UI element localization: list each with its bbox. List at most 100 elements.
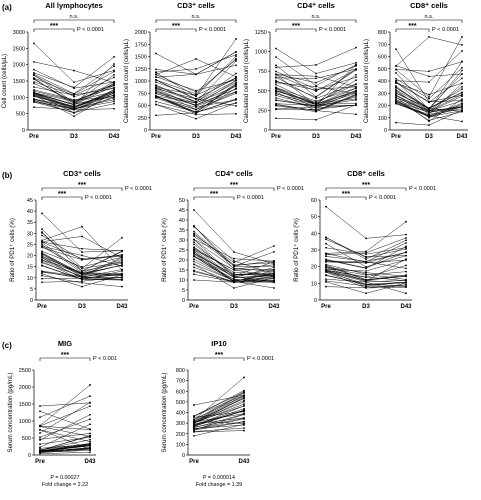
data-point [89, 438, 91, 441]
data-point [81, 225, 83, 228]
y-tick-label: 500 [258, 89, 267, 95]
data-point [275, 107, 277, 110]
data-point [365, 270, 367, 272]
data-point [81, 280, 83, 283]
y-tick-label: 10 [179, 278, 185, 284]
data-point [405, 251, 407, 254]
significance-bracket [193, 357, 245, 361]
data-point [355, 79, 357, 82]
data-point [275, 64, 277, 67]
data-point [395, 48, 397, 51]
data-point [39, 432, 41, 434]
data-point [275, 79, 277, 82]
data-point [461, 104, 463, 107]
y-tick-label: 300 [378, 91, 387, 97]
p-value-label: P < 0.0001 [237, 195, 264, 201]
data-point [193, 279, 195, 281]
data-point [325, 285, 327, 288]
data-point [325, 242, 327, 245]
data-point [233, 271, 235, 274]
y-axis-label: Serum concentration (pg/mL) [161, 372, 168, 452]
subject-line [193, 395, 245, 422]
data-point [275, 117, 277, 120]
subject-line [193, 394, 245, 417]
data-point [275, 66, 277, 69]
x-tick-label: D43 [230, 134, 242, 140]
data-point [155, 89, 157, 92]
y-tick-label: 500 [138, 104, 147, 110]
data-point [195, 97, 197, 100]
data-point [235, 50, 237, 53]
subject-line [193, 417, 245, 425]
data-point [195, 112, 197, 115]
data-point [275, 94, 277, 97]
data-point [155, 114, 157, 117]
data-point [113, 76, 115, 79]
y-tick-label: 400 [176, 411, 185, 417]
data-point [405, 246, 407, 249]
subject-line [193, 413, 245, 423]
data-point [395, 98, 397, 101]
footnote-line: P = 0.00027 [50, 475, 79, 481]
data-point [81, 278, 83, 281]
data-point [89, 428, 91, 431]
subject-line [193, 427, 245, 432]
y-tick-label: 0 [30, 298, 33, 304]
x-tick-label: D43 [268, 304, 280, 310]
y-axis-label: Ratio of PD1⁺ cells (%) [161, 218, 168, 282]
data-point [395, 121, 397, 124]
subject-line [193, 430, 245, 433]
subject-line [193, 395, 245, 420]
x-tick-label: Pre [321, 304, 331, 310]
data-point [315, 75, 317, 78]
data-point [193, 241, 195, 244]
data-point [461, 44, 463, 46]
y-tick-label: 20 [311, 265, 317, 271]
significance-stars: *** [172, 23, 180, 30]
data-point [39, 438, 41, 441]
data-point [121, 249, 123, 252]
data-point [113, 73, 115, 76]
significance-bracket [39, 357, 91, 361]
data-point [121, 258, 123, 261]
y-tick-label: 2500 [19, 368, 31, 374]
data-point [325, 236, 327, 239]
data-point [461, 120, 463, 123]
panel-label-a: (a) [2, 3, 12, 12]
subject-line [39, 443, 91, 451]
data-point [461, 91, 463, 94]
data-point [89, 384, 91, 386]
data-point [113, 65, 115, 67]
data-point [193, 269, 195, 272]
data-point [365, 261, 367, 263]
x-tick-label: Pre [271, 134, 281, 140]
data-point [193, 418, 195, 421]
data-point [461, 82, 463, 85]
y-tick-label: 50 [179, 198, 185, 204]
data-point [41, 234, 43, 237]
data-point [41, 251, 43, 254]
data-point [315, 97, 317, 100]
data-point [195, 108, 197, 111]
data-point [73, 104, 75, 107]
data-point [33, 106, 35, 109]
data-point [395, 77, 397, 80]
subject-line [39, 426, 91, 437]
y-axis-label: Ratio of PD1⁺ cells (%) [293, 218, 300, 282]
data-point [461, 60, 463, 63]
data-point [195, 91, 197, 93]
data-point [41, 264, 43, 267]
data-point [33, 60, 35, 63]
subject-line [395, 61, 463, 72]
data-point [405, 264, 407, 267]
data-point [461, 69, 463, 72]
y-tick-label: 250 [138, 116, 147, 122]
y-tick-label: 35 [27, 220, 33, 226]
data-point [235, 85, 237, 88]
data-point [39, 448, 41, 451]
data-point [315, 95, 317, 98]
data-point [428, 109, 430, 111]
data-point [195, 111, 197, 113]
data-point [461, 98, 463, 100]
data-point [195, 117, 197, 120]
